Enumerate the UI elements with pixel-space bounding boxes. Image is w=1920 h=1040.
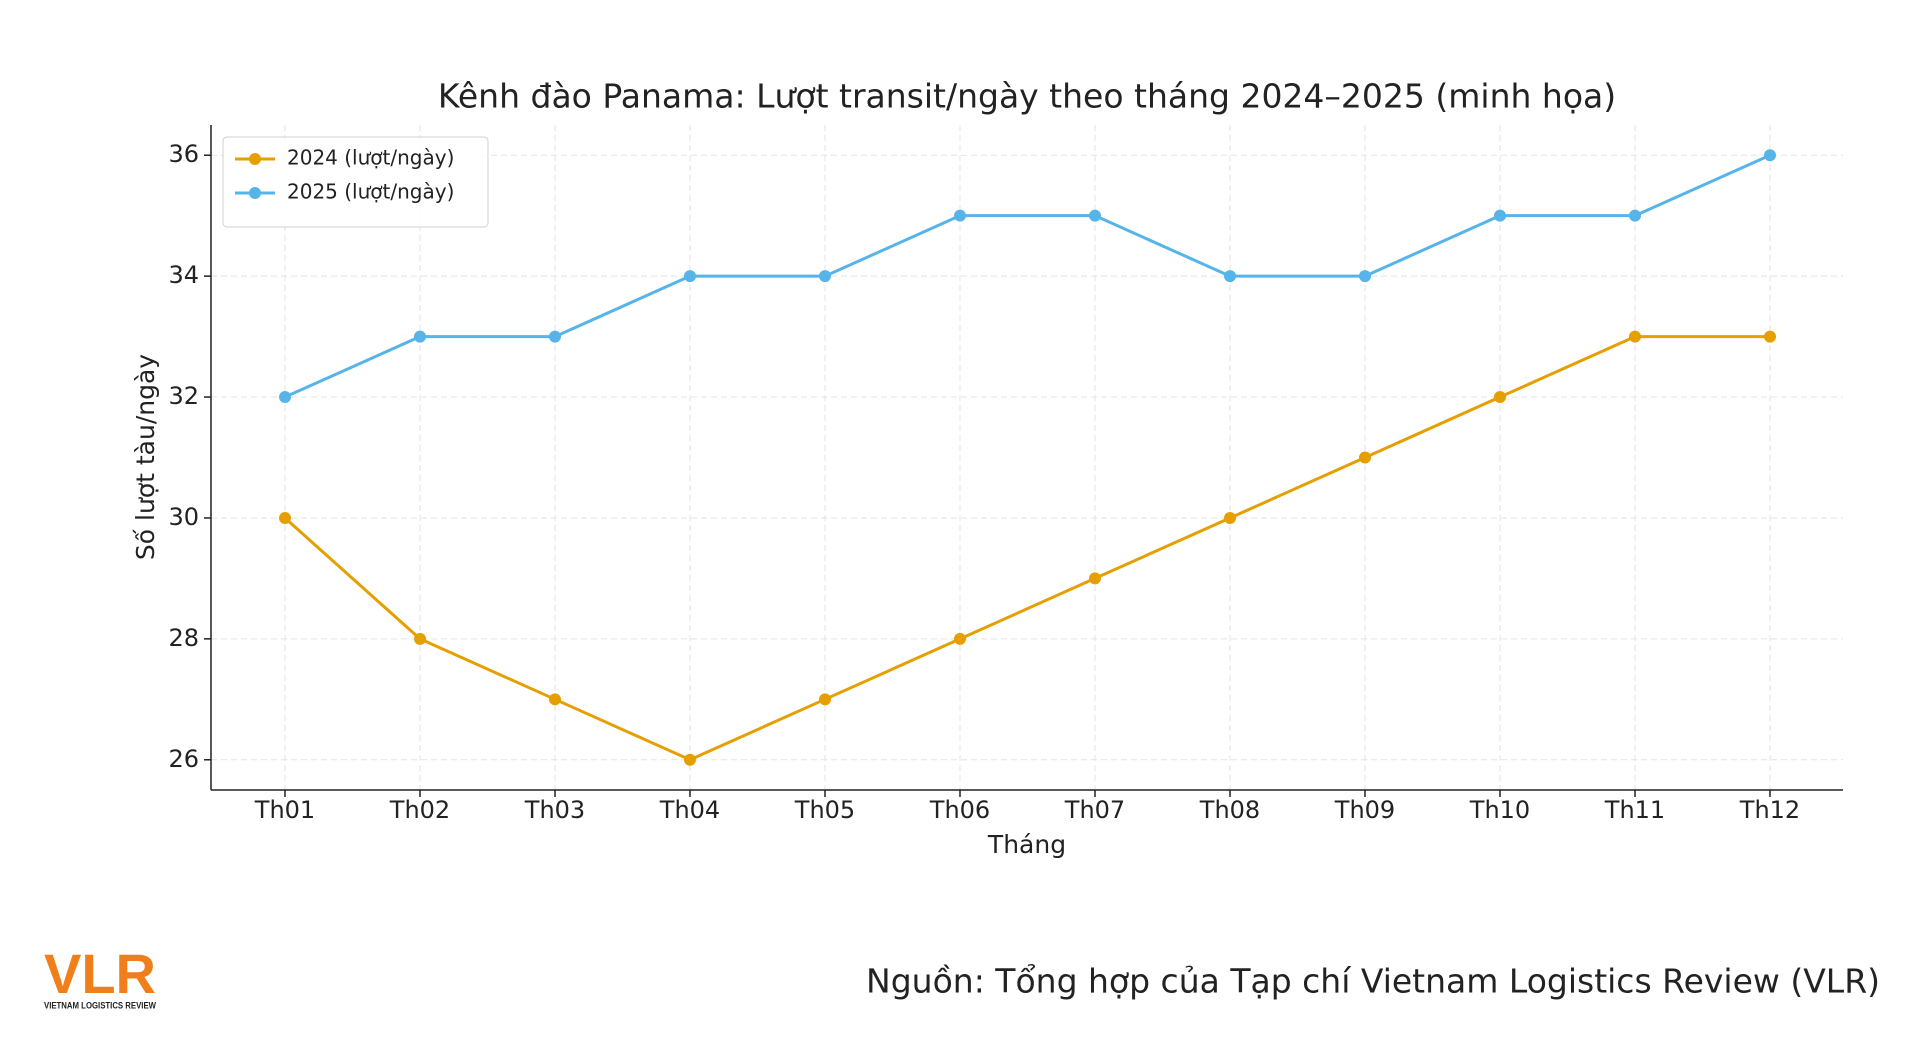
data-point [414, 330, 426, 343]
legend-box [222, 136, 489, 228]
x-tick-label: Th12 [1739, 796, 1800, 824]
x-tick-label: Th02 [389, 796, 450, 824]
data-point [1629, 209, 1641, 222]
logo: VLR [44, 942, 156, 1005]
legend-swatch [249, 153, 261, 165]
data-point [1629, 330, 1641, 343]
x-tick-label: Th07 [1064, 796, 1125, 824]
x-tick-label: Th08 [1199, 796, 1260, 824]
data-point [819, 693, 831, 706]
y-tick-label: 30 [168, 503, 199, 531]
y-tick-label: 32 [168, 382, 199, 410]
y-axis-label: Số lượt tàu/ngày [131, 354, 160, 560]
x-tick-label: Th01 [254, 796, 315, 824]
y-tick-label: 28 [168, 624, 199, 652]
y-tick-label: 34 [168, 261, 199, 289]
data-point [549, 330, 561, 343]
series-line [284, 153, 1771, 399]
x-tick-label: Th03 [524, 796, 585, 824]
data-point [1359, 451, 1371, 464]
x-tick-label: Th11 [1604, 796, 1665, 824]
data-point [279, 391, 291, 404]
legend-swatch [249, 187, 261, 199]
x-tick-label: Th05 [794, 796, 855, 824]
logo-subtitle: VIETNAM LOGISTICS REVIEW [44, 1000, 156, 1010]
data-point [414, 632, 426, 645]
x-tick-label: Th04 [659, 796, 720, 824]
data-point [1764, 149, 1776, 162]
data-point [819, 270, 831, 283]
legend-label: 2025 (lượt/ngày) [287, 180, 454, 204]
data-point [549, 693, 561, 706]
legend-label: 2024 (lượt/ngày) [287, 146, 454, 170]
chart-title: Kênh đào Panama: Lượt transit/ngày theo … [438, 77, 1616, 116]
data-point [1764, 330, 1776, 343]
data-point [1224, 511, 1236, 524]
data-point [1089, 209, 1101, 222]
data-point [954, 209, 966, 222]
data-point [1494, 391, 1506, 404]
data-point [279, 511, 291, 524]
data-point [954, 632, 966, 645]
x-tick-label: Th09 [1334, 796, 1395, 824]
data-point [1359, 270, 1371, 283]
x-axis-label: Tháng [987, 830, 1066, 859]
data-point [684, 753, 696, 766]
data-point [1089, 572, 1101, 585]
data-point [1224, 270, 1236, 283]
x-tick-label: Th06 [929, 796, 990, 824]
data-point [1494, 209, 1506, 222]
x-tick-label: Th10 [1469, 796, 1530, 824]
data-point [684, 270, 696, 283]
source-note: Nguồn: Tổng hợp của Tạp chí Vietnam Logi… [866, 962, 1880, 1001]
y-tick-label: 36 [168, 140, 199, 168]
series-line [283, 335, 1770, 762]
y-tick-label: 26 [168, 745, 199, 773]
